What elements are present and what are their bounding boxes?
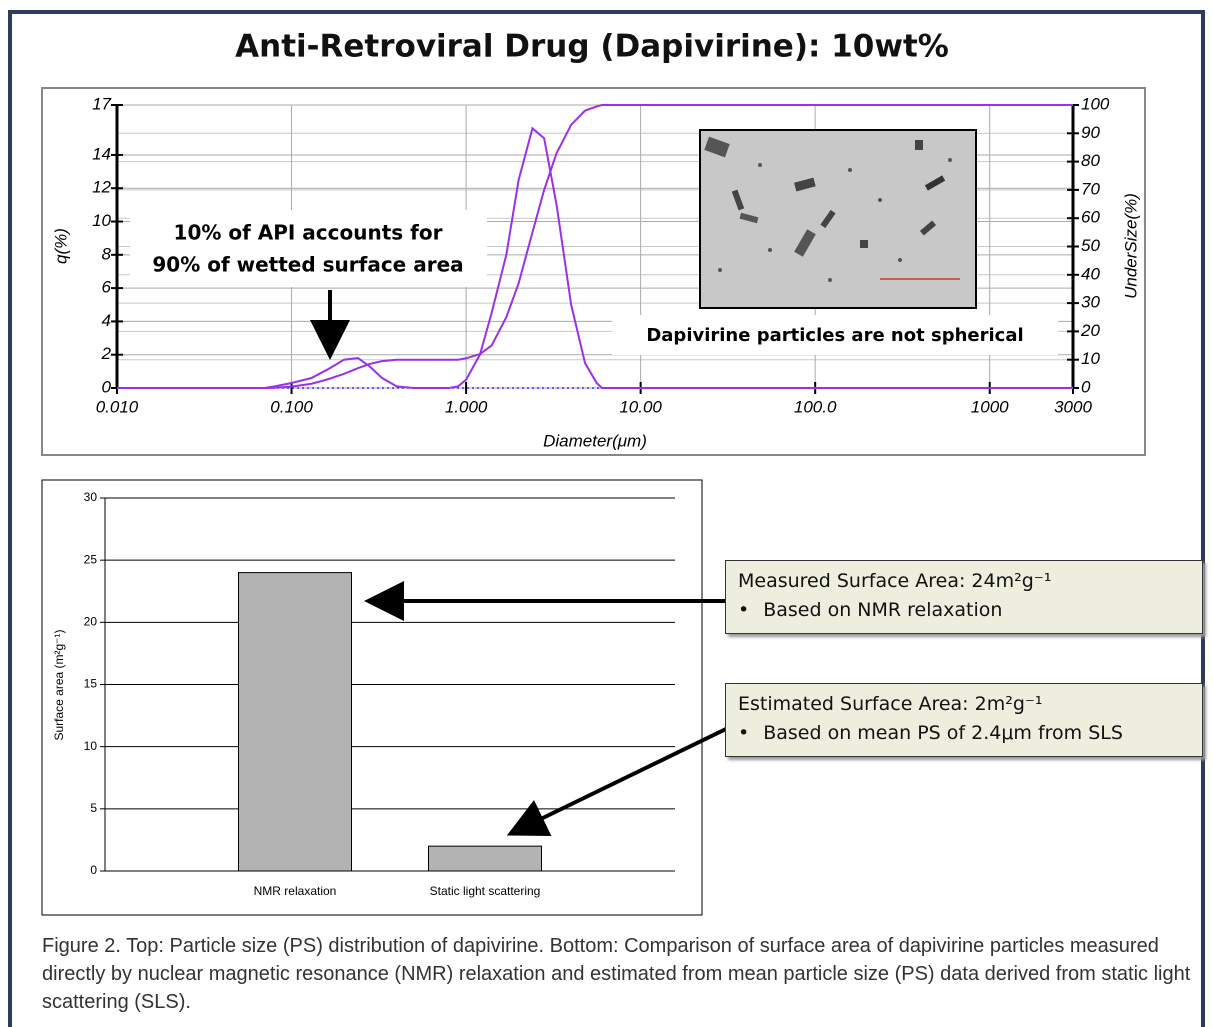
y-tick-label: 2	[101, 344, 112, 363]
x-tick-label: 10.00	[619, 397, 662, 416]
y-tick-label: 10	[92, 211, 111, 230]
x-tick-label: 0.100	[270, 397, 313, 416]
micrograph	[700, 130, 976, 308]
bottom-chart-frame	[42, 480, 702, 915]
y-tick-label: 20	[84, 615, 98, 629]
caption: Figure 2. Top: Particle size (PS) distri…	[42, 932, 1202, 1016]
y-tick-label: 8	[102, 244, 112, 263]
x-tick-label: 1000	[971, 397, 1009, 416]
y-tick-label: 30	[84, 490, 98, 504]
y2-tick-label: 20	[1080, 321, 1100, 340]
callout-bullet: Based on mean PS of 2.4μm from SLS	[738, 719, 1190, 748]
callout-bullet: Based on NMR relaxation	[738, 596, 1190, 625]
annotation: Dapivirine particles are not spherical	[646, 325, 1023, 346]
bar	[429, 846, 542, 871]
y2-axis-label: UnderSize(%)	[1121, 193, 1140, 299]
figure-title: Anti-Retroviral Drug (Dapivirine): 10wt%	[235, 29, 949, 65]
y2-tick-label: 0	[1081, 377, 1091, 396]
x-tick-label: 1.000	[445, 397, 488, 416]
y-tick-label: 25	[84, 552, 98, 566]
y2-tick-label: 50	[1081, 236, 1100, 255]
y-tick-label: 12	[92, 178, 111, 197]
y2-tick-label: 30	[1081, 293, 1100, 312]
y2-tick-label: 100	[1081, 94, 1110, 113]
y-tick-label: 15	[84, 677, 98, 691]
y-axis-label: q(%)	[51, 228, 70, 264]
y-tick-label: 5	[90, 801, 97, 815]
annotation: 90% of wetted surface area	[152, 253, 463, 277]
bar	[239, 573, 352, 871]
y-tick-label: 17	[92, 94, 111, 113]
y-tick-label: 6	[102, 278, 112, 297]
y2-tick-label: 60	[1081, 208, 1100, 227]
y2-tick-label: 10	[1081, 349, 1100, 368]
y-tick-label: 0	[102, 377, 112, 396]
y-axis-label: Surface area (m²g⁻¹)	[52, 629, 66, 740]
callout-heading: Measured Surface Area: 24m²g⁻¹	[738, 567, 1190, 596]
y2-tick-label: 40	[1081, 264, 1100, 283]
y2-tick-label: 70	[1081, 179, 1100, 198]
x-tick-label: Static light scattering	[430, 884, 541, 898]
x-axis-label: Diameter(μm)	[543, 431, 647, 450]
x-tick-label: 3000	[1054, 397, 1092, 416]
y-tick-label: 4	[102, 311, 111, 330]
figure: Anti-Retroviral Drug (Dapivirine): 10wt%…	[0, 0, 1213, 1027]
callout-heading: Estimated Surface Area: 2m²g⁻¹	[738, 690, 1190, 719]
x-tick-label: 100.0	[794, 397, 837, 416]
annotation: 10% of API accounts for	[174, 221, 443, 245]
callout: Estimated Surface Area: 2m²g⁻¹ Based on …	[725, 683, 1203, 757]
page: { "title": "Anti-Retroviral Drug (Dapivi…	[0, 0, 1213, 1027]
y-tick-label: 0	[90, 863, 97, 877]
y2-tick-label: 80	[1081, 151, 1100, 170]
y-tick-label: 10	[84, 739, 98, 753]
y2-tick-label: 90	[1081, 123, 1100, 142]
callout: Measured Surface Area: 24m²g⁻¹ Based on …	[725, 560, 1203, 634]
x-tick-label: NMR relaxation	[254, 884, 337, 898]
x-tick-label: 0.010	[96, 397, 139, 416]
y-tick-label: 14	[92, 144, 111, 163]
